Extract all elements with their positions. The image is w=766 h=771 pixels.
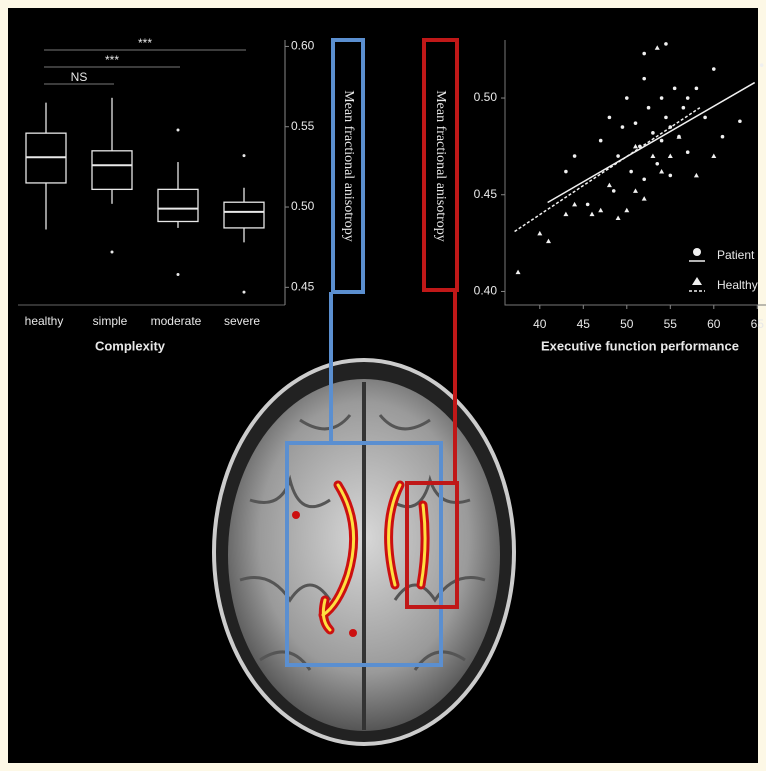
point bbox=[606, 182, 612, 188]
point bbox=[693, 172, 699, 178]
point bbox=[616, 154, 620, 158]
point bbox=[633, 143, 638, 149]
x-axis-label: Complexity bbox=[95, 338, 166, 353]
point bbox=[681, 105, 686, 110]
point bbox=[694, 86, 699, 91]
point bbox=[664, 42, 668, 46]
point bbox=[712, 67, 716, 71]
outlier bbox=[176, 272, 180, 276]
point bbox=[672, 86, 677, 91]
point bbox=[664, 115, 668, 120]
point bbox=[625, 96, 629, 100]
point bbox=[563, 211, 569, 217]
point bbox=[585, 202, 590, 207]
point bbox=[659, 96, 664, 100]
point bbox=[624, 207, 630, 213]
point bbox=[738, 119, 742, 124]
point bbox=[659, 138, 664, 143]
point bbox=[703, 115, 707, 120]
x-tick-label: 55 bbox=[664, 317, 678, 331]
point bbox=[589, 211, 595, 217]
point bbox=[655, 161, 660, 166]
point bbox=[659, 169, 665, 174]
y-tick-label: 0.45 bbox=[474, 187, 498, 201]
fit-line bbox=[514, 107, 701, 233]
point bbox=[651, 131, 655, 135]
x-tick-label: healthy bbox=[25, 314, 64, 328]
blue-roi-box bbox=[285, 441, 443, 667]
point bbox=[620, 125, 625, 129]
point bbox=[607, 115, 612, 120]
legend-label: Healthy bbox=[717, 278, 758, 292]
box bbox=[223, 201, 265, 229]
fit-line bbox=[547, 81, 756, 204]
y-axis-label: Mean fractional anisotropy bbox=[341, 90, 356, 242]
plot-frame bbox=[504, 40, 766, 306]
y-tick-label: 0.45 bbox=[291, 280, 315, 294]
blue-label-box bbox=[331, 38, 365, 294]
outlier bbox=[242, 154, 246, 158]
y-tick-label: 0.50 bbox=[291, 199, 315, 213]
point bbox=[611, 189, 616, 193]
point bbox=[641, 196, 647, 201]
point bbox=[642, 177, 646, 182]
brain-image bbox=[212, 358, 516, 746]
y-tick-label: 0.50 bbox=[474, 90, 498, 104]
red-label-box bbox=[422, 38, 459, 292]
point bbox=[720, 134, 725, 139]
x-tick-label: severe bbox=[224, 314, 260, 328]
point bbox=[598, 207, 604, 213]
point bbox=[598, 138, 603, 143]
point bbox=[668, 173, 673, 178]
point bbox=[642, 51, 646, 56]
x-tick-label: 65 bbox=[751, 317, 765, 331]
x-tick-label: 40 bbox=[533, 317, 547, 331]
point bbox=[564, 169, 568, 174]
x-tick-label: 50 bbox=[620, 317, 634, 331]
point bbox=[711, 153, 717, 159]
outlier bbox=[242, 290, 246, 294]
point bbox=[572, 201, 578, 207]
legend-marker bbox=[692, 277, 702, 285]
x-tick-label: 60 bbox=[707, 317, 721, 331]
box bbox=[157, 188, 199, 223]
outlier bbox=[110, 250, 114, 254]
x-tick-label: 45 bbox=[577, 317, 591, 331]
x-tick-label: moderate bbox=[151, 314, 202, 328]
significance-label: *** bbox=[138, 36, 152, 50]
point bbox=[646, 105, 651, 110]
y-tick-label: 0.55 bbox=[291, 119, 315, 133]
point bbox=[676, 134, 682, 139]
point bbox=[537, 230, 543, 236]
x-axis-label: Executive function performance bbox=[541, 338, 739, 353]
point bbox=[685, 150, 690, 154]
point bbox=[572, 154, 577, 158]
point bbox=[633, 121, 638, 125]
legend-marker bbox=[693, 248, 701, 256]
point bbox=[633, 188, 638, 193]
point bbox=[667, 153, 673, 159]
point bbox=[629, 169, 633, 174]
red-roi-box bbox=[405, 481, 459, 609]
legend-label: Patient bbox=[717, 248, 755, 262]
point bbox=[615, 215, 621, 220]
point bbox=[546, 238, 551, 244]
y-axis-label: Mean fractional anisotropy bbox=[433, 90, 448, 242]
significance-label: *** bbox=[105, 53, 119, 67]
point bbox=[759, 63, 764, 67]
y-tick-label: 0.40 bbox=[474, 284, 498, 298]
box bbox=[91, 150, 133, 191]
point bbox=[515, 269, 521, 275]
point bbox=[650, 153, 656, 159]
point bbox=[642, 76, 646, 81]
significance-label: NS bbox=[71, 70, 88, 84]
y-tick-label: 0.60 bbox=[291, 39, 315, 53]
point bbox=[654, 45, 660, 50]
point bbox=[685, 96, 690, 100]
outlier bbox=[176, 128, 180, 132]
x-tick-label: simple bbox=[93, 314, 128, 328]
